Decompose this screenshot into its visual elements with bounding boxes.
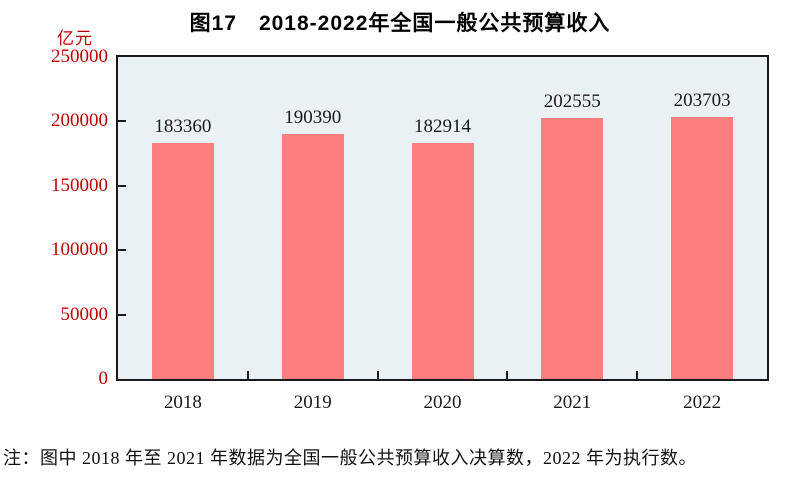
y-tick-label: 100000	[51, 239, 108, 261]
plot-area	[116, 55, 769, 381]
y-tick-label: 200000	[51, 110, 108, 132]
x-tick-mark	[636, 371, 639, 379]
x-tick-label: 2020	[423, 392, 462, 413]
x-tick-label: 2022	[683, 392, 722, 413]
y-tick-mark	[118, 120, 126, 123]
bar	[151, 142, 214, 379]
x-tick-label: 2018	[163, 392, 202, 413]
bar	[411, 143, 474, 379]
chart-title: 图17 2018-2022年全国一般公共预算收入	[189, 12, 611, 35]
y-tick-label: 150000	[51, 174, 108, 196]
bar-value-label: 183360	[154, 115, 212, 137]
x-tick-mark	[246, 371, 249, 379]
bar-value-label: 203703	[673, 89, 731, 111]
y-tick-mark	[118, 184, 126, 187]
bar	[671, 116, 734, 379]
x-tick-mark	[506, 371, 509, 379]
bar-value-label: 202555	[543, 91, 601, 113]
y-tick-mark	[118, 249, 126, 252]
bar-value-label: 182914	[414, 116, 471, 138]
y-tick-label: 250000	[51, 46, 108, 67]
bar	[541, 118, 604, 379]
x-tick-label: 2021	[553, 392, 592, 413]
x-tick-label: 2019	[293, 392, 332, 413]
y-tick-label: 50000	[60, 303, 109, 325]
y-axis-unit-label: 亿元	[57, 29, 93, 48]
chart-footnote: 注：图中 2018 年至 2021 年数据为全国一般公共预算收入决算数，2022…	[3, 448, 697, 468]
bar	[281, 133, 344, 379]
y-tick-mark	[118, 313, 126, 316]
y-tick-label: 0	[98, 368, 109, 389]
bar-value-label: 190390	[284, 106, 342, 128]
x-tick-mark	[376, 371, 379, 379]
